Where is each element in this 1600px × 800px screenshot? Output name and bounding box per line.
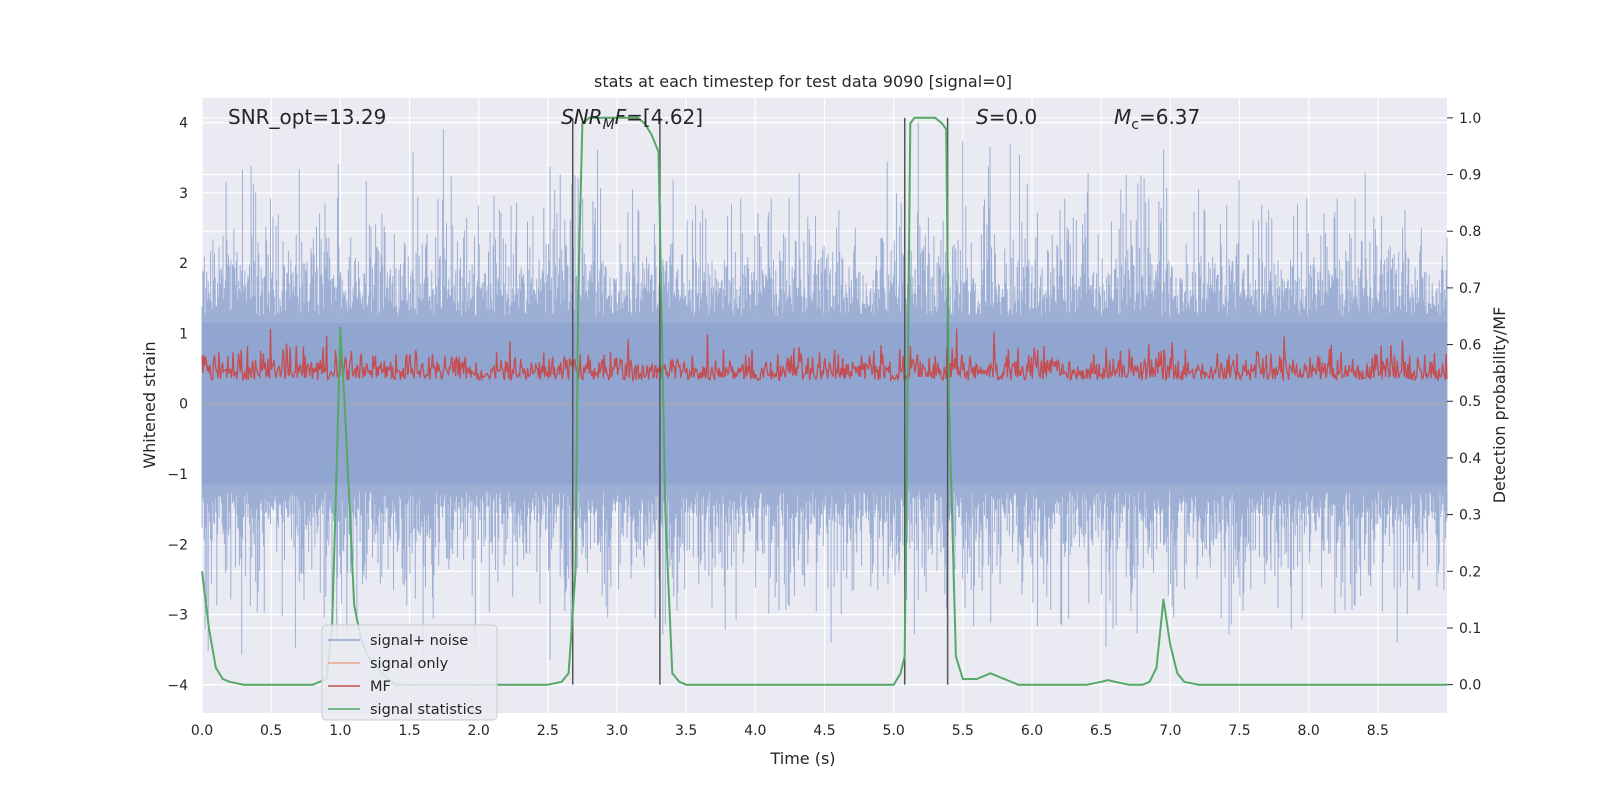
mf-series (201, 328, 1448, 383)
legend-label-signal-statistics: signal statistics (370, 702, 482, 718)
x-tick-label: 3.5 (675, 723, 697, 739)
legend-label-signal-noise: signal+ noise (370, 633, 468, 649)
y-axis-right-ticks: 1.0 0.9 0.8 0.7 0.6 0.5 0.4 0.3 0.2 0.1 0.0 (1447, 111, 1481, 694)
annotation-snr-mf-symbol: SNR (561, 105, 603, 129)
y-axis-right-label: Detection probability/MF (1490, 307, 1509, 504)
y-right-tick-label: 0.5 (1459, 394, 1481, 410)
x-tick-label: 7.0 (1159, 723, 1181, 739)
y-left-tick-label: −4 (167, 678, 188, 694)
y-right-tick-label: 0.1 (1459, 621, 1481, 637)
y-left-tick-label: 2 (179, 256, 188, 272)
annotation-mc-subscript: c (1131, 117, 1139, 133)
x-tick-label: 2.0 (468, 723, 490, 739)
y-right-tick-label: 0.9 (1459, 168, 1481, 184)
x-tick-label: 0.5 (260, 723, 282, 739)
y-right-tick-label: 0.6 (1459, 338, 1481, 354)
annotation-mc-symbol: M (1114, 105, 1131, 129)
y-right-tick-label: 0.4 (1459, 451, 1481, 467)
signal-statistics-series (201, 116, 1447, 686)
annotation-s-value: =0.0 (989, 105, 1038, 129)
y-right-tick-label: 0.2 (1459, 564, 1481, 580)
x-tick-label: 3.0 (606, 723, 628, 739)
x-tick-label: 4.0 (744, 723, 766, 739)
annotation-s: S=0.0 (976, 105, 1037, 129)
legend-box (321, 624, 498, 721)
y-right-tick-label: 0.8 (1459, 224, 1481, 240)
y-axis-left-label: Whitened strain (140, 341, 159, 468)
annotation-snr-mf: SNRMF=[4.62] (561, 105, 703, 133)
x-axis-ticks: 0.0 0.5 1.0 1.5 2.0 2.5 3.0 3.5 4.0 4.5 5.0 5.5 6.0 6… (191, 723, 1389, 739)
x-tick-label: 7.5 (1228, 723, 1250, 739)
x-tick-label: 4.5 (813, 723, 835, 739)
y-right-tick-label: 0.0 (1459, 678, 1481, 694)
y-right-tick-label: 1.0 (1459, 111, 1481, 127)
annotation-snr-opt: SNR_opt=13.29 (228, 105, 386, 129)
y-left-tick-label: 0 (179, 397, 188, 413)
y-left-tick-label: −1 (167, 467, 188, 483)
y-right-tick-label: 0.7 (1459, 281, 1481, 297)
annotation-snr-mf-f: F (615, 105, 627, 129)
chart-title: stats at each timestep for test data 909… (594, 72, 1012, 91)
legend-label-signal-only: signal only (370, 656, 449, 672)
legend: signal+ noise signal only MF signal stat… (321, 624, 498, 721)
x-tick-label: 8.0 (1298, 723, 1320, 739)
x-tick-label: 6.0 (1021, 723, 1043, 739)
legend-label-mf: MF (370, 679, 391, 695)
annotation-snr-mf-subscript: M (603, 117, 615, 133)
annotation-mc-value: =6.37 (1139, 105, 1200, 129)
signal-statistics-line (201, 116, 1447, 686)
x-tick-label: 5.0 (883, 723, 905, 739)
x-axis-label: Time (s) (769, 749, 835, 768)
x-tick-label: 5.5 (952, 723, 974, 739)
y-axis-left-ticks: 4 3 2 1 0 −1 −2 −3 −4 (167, 116, 188, 694)
annotation-s-symbol: S (976, 105, 989, 129)
y-right-tick-label: 0.3 (1459, 508, 1481, 524)
annotation-mc: Mc=6.37 (1114, 105, 1200, 133)
y-left-tick-label: 3 (179, 186, 188, 202)
mf-line (201, 328, 1448, 383)
y-left-tick-label: −2 (167, 537, 188, 553)
y-left-tick-label: 1 (179, 326, 188, 342)
x-tick-label: 2.5 (537, 723, 559, 739)
annotation-snr-mf-value: =[4.62] (626, 105, 703, 129)
x-tick-label: 0.0 (191, 723, 213, 739)
x-tick-label: 8.5 (1367, 723, 1389, 739)
y-left-tick-label: 4 (179, 116, 188, 132)
x-tick-label: 1.0 (329, 723, 351, 739)
x-tick-label: 1.5 (398, 723, 420, 739)
y-left-tick-label: −3 (167, 608, 188, 624)
x-tick-label: 6.5 (1090, 723, 1112, 739)
